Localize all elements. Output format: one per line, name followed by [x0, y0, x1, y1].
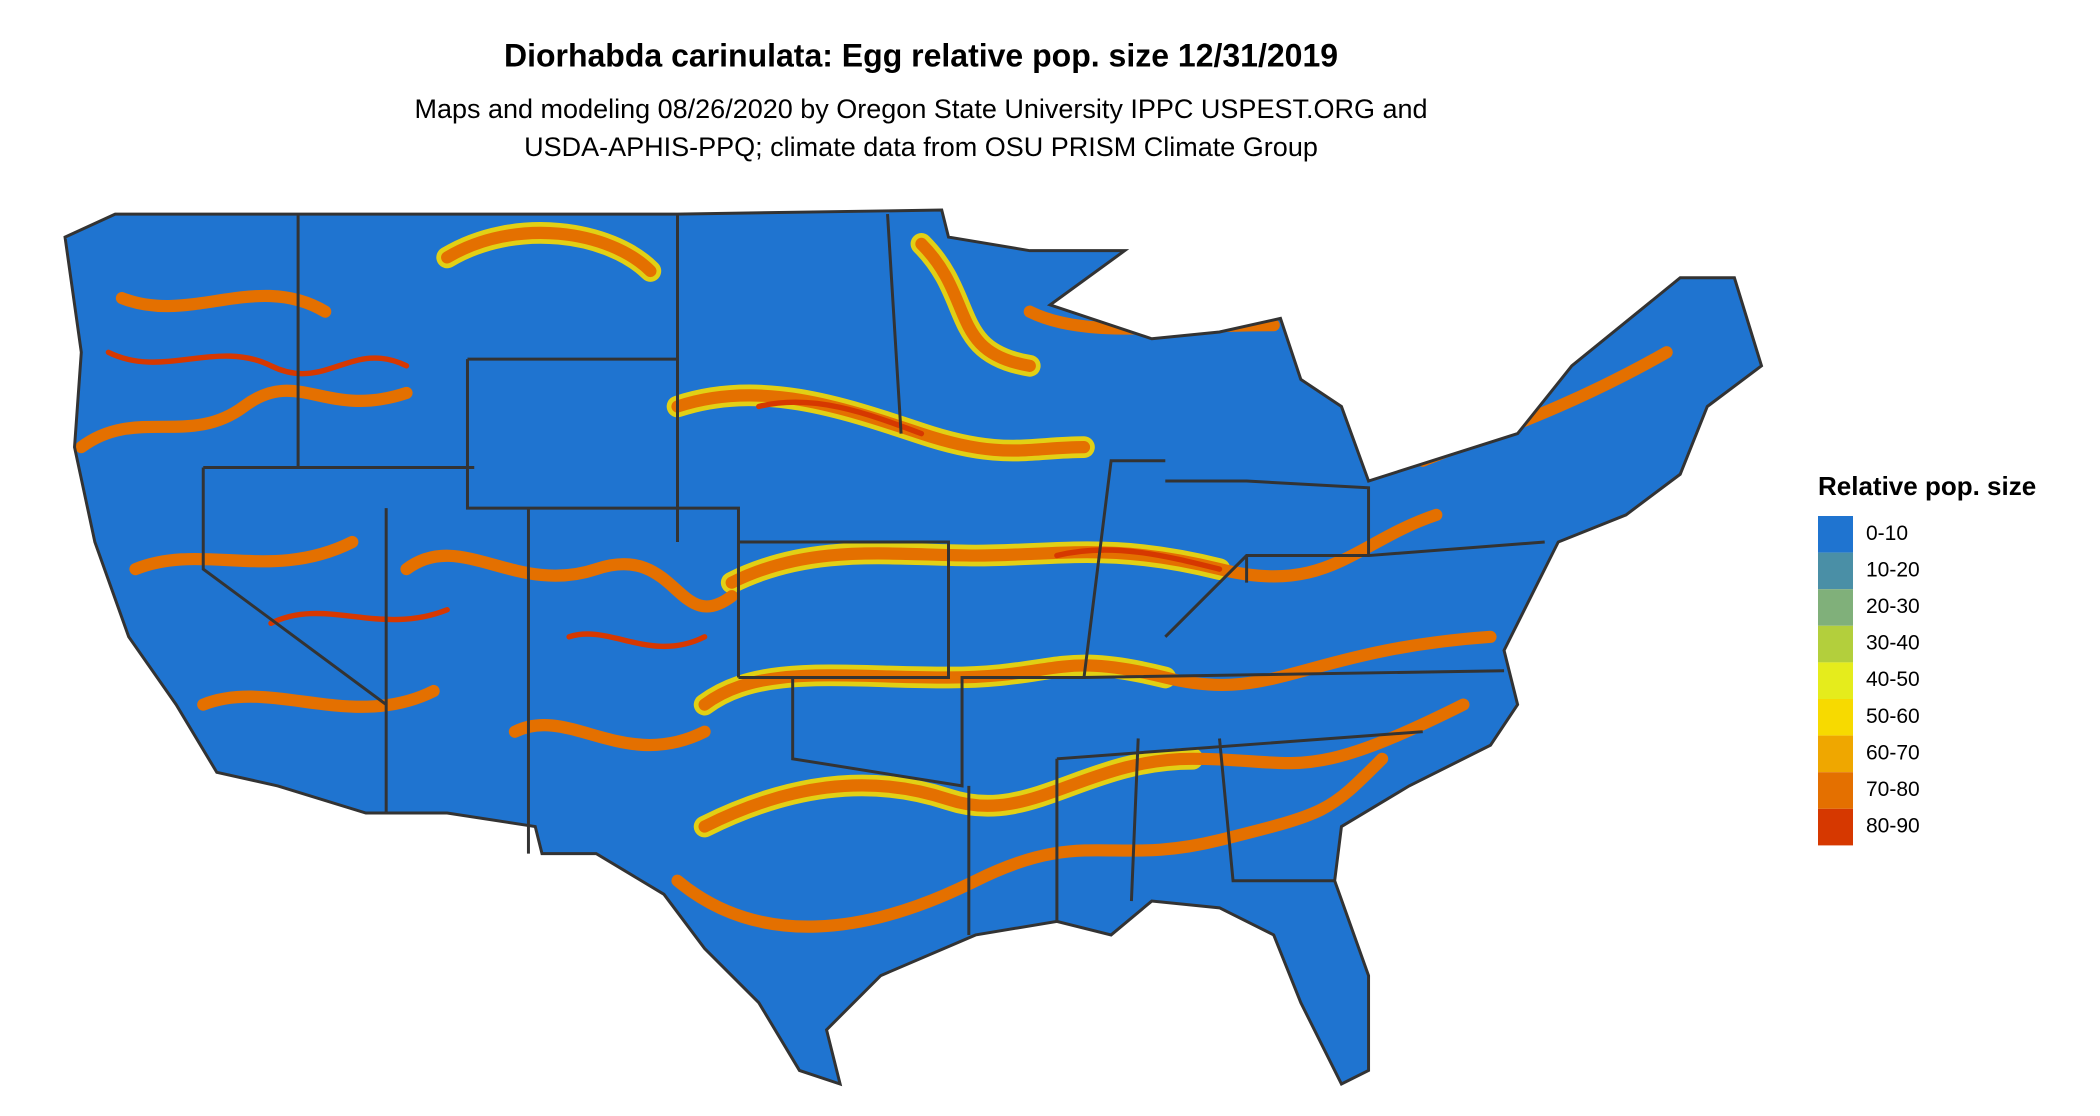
- legend-label: 10-20: [1866, 558, 1920, 581]
- legend-swatch: [1818, 552, 1853, 590]
- legend-label: 60-70: [1866, 741, 1920, 764]
- us-map: [63, 208, 1763, 1086]
- legend-swatch: [1818, 662, 1853, 699]
- legend-label: 80-90: [1866, 815, 1920, 838]
- legend-title: Relative pop. size: [1818, 471, 2036, 501]
- map-title: Diorhabda carinulata: Egg relative pop. …: [504, 37, 1338, 73]
- legend-label: 40-50: [1866, 668, 1920, 691]
- legend-swatch: [1818, 735, 1853, 773]
- legend-label: 70-80: [1866, 778, 1920, 801]
- map-subtitle: Maps and modeling 08/26/2020 by Oregon S…: [414, 94, 1427, 124]
- state-borders: [63, 208, 1763, 1086]
- legend-swatch: [1818, 699, 1853, 736]
- map-subtitle: USDA-APHIS-PPQ; climate data from OSU PR…: [524, 132, 1318, 162]
- legend-label: 30-40: [1866, 632, 1920, 655]
- legend-swatch: [1818, 772, 1853, 809]
- legend-swatch: [1818, 625, 1853, 663]
- legend-label: 0-10: [1866, 522, 1908, 545]
- legend-swatch: [1818, 516, 1853, 553]
- legend-swatch: [1818, 808, 1853, 846]
- legend-label: 20-30: [1866, 595, 1920, 618]
- legend-label: 50-60: [1866, 705, 1920, 728]
- legend: 0-10 10-20 20-30 30-40 40-50 50-60 60-70 70-80 8…: [1818, 516, 1920, 846]
- legend-swatch: [1818, 589, 1853, 626]
